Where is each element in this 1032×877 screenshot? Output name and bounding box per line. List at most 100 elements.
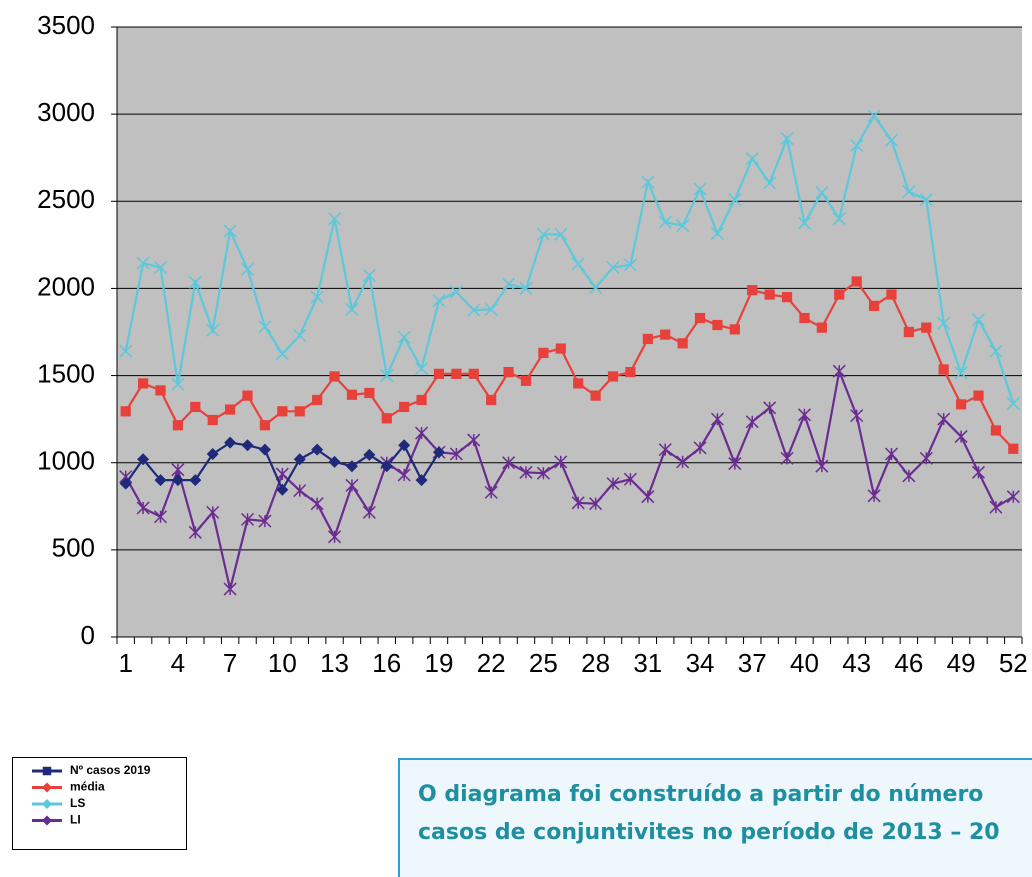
marker-shape [154, 474, 167, 487]
point [797, 408, 811, 422]
marker-shape [536, 227, 550, 241]
point [954, 366, 968, 380]
point [937, 412, 951, 426]
marker-shape [362, 268, 376, 282]
marker-shape [868, 300, 880, 311]
point [258, 443, 271, 456]
point [937, 316, 951, 330]
marker-shape [799, 312, 810, 324]
point [42, 766, 52, 776]
marker-shape [119, 477, 132, 490]
point [171, 377, 185, 391]
point [381, 413, 392, 424]
point [119, 477, 132, 490]
marker-shape [710, 226, 724, 241]
point [989, 344, 1003, 358]
marker-shape [120, 406, 131, 417]
marker-shape [519, 281, 533, 295]
point [415, 362, 429, 376]
marker-shape [503, 366, 514, 378]
marker-shape [399, 401, 410, 413]
marker-shape [225, 404, 236, 415]
marker-shape [590, 390, 601, 401]
point [258, 514, 272, 528]
marker-shape [397, 330, 411, 344]
marker-shape [642, 333, 653, 345]
point [832, 364, 846, 378]
point [519, 281, 533, 295]
legend-label: LI [70, 813, 81, 827]
x-tick-label: 37 [738, 648, 767, 678]
marker-shape [259, 420, 271, 431]
point [433, 368, 445, 379]
point [486, 394, 497, 406]
point [188, 525, 202, 539]
series-line [124, 367, 1014, 590]
point [745, 415, 759, 429]
point [902, 185, 916, 199]
marker-shape [276, 483, 289, 496]
point [155, 385, 166, 396]
point [867, 109, 881, 123]
x-tick-label: 16 [372, 648, 401, 678]
marker-shape [520, 375, 532, 386]
point [294, 406, 305, 417]
marker-shape [188, 275, 202, 289]
marker-shape [346, 389, 358, 400]
x-tick-label: 25 [529, 648, 558, 678]
point [571, 257, 585, 271]
marker-shape [42, 766, 52, 776]
point [884, 133, 899, 147]
marker-shape [415, 474, 428, 487]
point [293, 484, 307, 498]
marker-shape [449, 285, 463, 299]
note-line: casos de conjuntivites no período de 201… [418, 820, 1000, 845]
point [641, 175, 655, 189]
point [240, 262, 255, 276]
point [536, 227, 550, 241]
marker-shape [277, 406, 288, 417]
point [259, 420, 271, 431]
series-line [124, 279, 1015, 450]
point [153, 260, 168, 275]
marker-shape [293, 453, 306, 466]
point [1006, 396, 1020, 410]
marker-shape [938, 364, 949, 375]
marker-shape [832, 212, 846, 226]
marker-shape [136, 256, 150, 270]
marker-shape [206, 323, 220, 337]
point [206, 323, 220, 337]
marker-shape [606, 260, 620, 275]
marker-shape [433, 368, 445, 379]
marker-shape [468, 368, 479, 379]
point [153, 510, 168, 524]
point [188, 275, 202, 289]
point [276, 483, 289, 496]
x-tick-label: 31 [633, 648, 662, 678]
marker-shape [937, 316, 951, 330]
marker-shape [484, 302, 498, 316]
marker-shape [764, 289, 775, 300]
point [468, 368, 479, 379]
marker-shape [607, 371, 619, 382]
point [954, 430, 968, 444]
plot-area [117, 27, 1022, 637]
point [275, 347, 289, 361]
marker-shape [328, 455, 341, 468]
point [989, 500, 1003, 514]
marker-shape [258, 320, 272, 334]
point [363, 448, 376, 461]
marker-shape [1006, 396, 1020, 410]
marker-shape [486, 394, 497, 406]
marker-shape [694, 312, 706, 324]
x-tick-label: 10 [268, 648, 297, 678]
legend-label: Nº casos 2019 [70, 763, 151, 777]
x-tick-label: 52 [999, 648, 1028, 678]
marker-shape [850, 138, 864, 153]
marker-shape [747, 285, 758, 296]
point [364, 387, 375, 399]
marker-shape [451, 368, 462, 379]
marker-shape [623, 258, 637, 272]
marker-shape [625, 366, 636, 378]
